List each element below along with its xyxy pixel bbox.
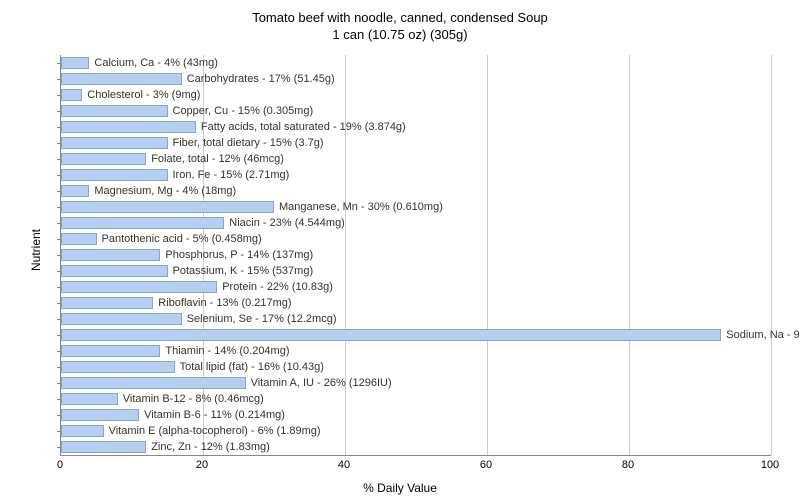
nutrient-bar-label: Carbohydrates - 17% (51.45g) <box>187 73 335 85</box>
nutrient-bar <box>61 393 118 404</box>
nutrient-bar-label: Selenium, Se - 17% (12.2mcg) <box>187 313 337 325</box>
nutrient-bar <box>61 233 97 244</box>
nutrient-bar <box>61 89 82 100</box>
x-tick: 0 <box>57 459 63 471</box>
nutrient-bar-label: Magnesium, Mg - 4% (18mg) <box>94 185 236 197</box>
nutrient-bar-label: Potassium, K - 15% (537mg) <box>173 265 314 277</box>
grid-line <box>487 55 488 455</box>
plot-area: Calcium, Ca - 4% (43mg) Carbohydrates - 1… <box>60 55 771 456</box>
nutrient-bar <box>61 185 89 196</box>
nutrient-bar-label: Protein - 22% (10.83g) <box>222 281 333 293</box>
nutrient-bar-label: Vitamin E (alpha-tocopherol) - 6% (1.89m… <box>109 425 321 437</box>
nutrient-bar-label: Vitamin A, IU - 26% (1296IU) <box>251 377 392 389</box>
x-tick: 100 <box>761 459 779 471</box>
nutrient-bar <box>61 137 168 148</box>
nutrient-bar-label: Manganese, Mn - 30% (0.610mg) <box>279 201 443 213</box>
nutrient-bar <box>61 313 182 324</box>
nutrient-bar-label: Vitamin B-6 - 11% (0.214mg) <box>144 409 285 421</box>
nutrient-bar-label: Fatty acids, total saturated - 19% (3.87… <box>201 121 406 133</box>
x-tick: 60 <box>480 459 492 471</box>
nutrient-bar <box>61 377 246 388</box>
nutrient-bar <box>61 105 168 116</box>
nutrient-bar <box>61 425 104 436</box>
x-tick: 40 <box>338 459 350 471</box>
nutrient-bar-label: Folate, total - 12% (46mcg) <box>151 153 284 165</box>
nutrient-bar-label: Cholesterol - 3% (9mg) <box>87 89 200 101</box>
nutrient-bar <box>61 409 139 420</box>
title-line1: Tomato beef with noodle, canned, condens… <box>252 10 548 25</box>
nutrient-bar <box>61 297 153 308</box>
x-tick: 20 <box>196 459 208 471</box>
nutrient-bar <box>61 249 160 260</box>
nutrient-bar-label: Vitamin B-12 - 8% (0.46mcg) <box>123 393 264 405</box>
x-tick: 80 <box>622 459 634 471</box>
nutrient-bar <box>61 329 721 340</box>
x-axis-label: % Daily Value <box>363 481 437 495</box>
nutrient-bar <box>61 73 182 84</box>
chart-title: Tomato beef with noodle, canned, condens… <box>0 0 800 44</box>
nutrient-bar-label: Fiber, total dietary - 15% (3.7g) <box>173 137 324 149</box>
nutrient-bar <box>61 361 175 372</box>
nutrient-bar <box>61 345 160 356</box>
nutrient-bar-label: Zinc, Zn - 12% (1.83mg) <box>151 441 270 453</box>
nutrient-bar <box>61 153 146 164</box>
nutrient-bar <box>61 57 89 68</box>
grid-line <box>629 55 630 455</box>
nutrient-chart: Tomato beef with noodle, canned, condens… <box>0 0 800 500</box>
nutrient-bar <box>61 121 196 132</box>
grid-line <box>345 55 346 455</box>
nutrient-bar-label: Total lipid (fat) - 16% (10.43g) <box>180 361 324 373</box>
nutrient-bar <box>61 169 168 180</box>
nutrient-bar-label: Calcium, Ca - 4% (43mg) <box>94 57 217 69</box>
nutrient-bar-label: Phosphorus, P - 14% (137mg) <box>165 249 313 261</box>
y-axis-label: Nutrient <box>29 229 43 271</box>
grid-line <box>771 55 772 455</box>
nutrient-bar-label: Sodium, Na - 93% (2230mg) <box>726 329 800 341</box>
nutrient-bar-label: Thiamin - 14% (0.204mg) <box>165 345 289 357</box>
nutrient-bar <box>61 281 217 292</box>
nutrient-bar-label: Iron, Fe - 15% (2.71mg) <box>173 169 290 181</box>
nutrient-bar-label: Niacin - 23% (4.544mg) <box>229 217 345 229</box>
nutrient-bar-label: Copper, Cu - 15% (0.305mg) <box>173 105 314 117</box>
title-line2: 1 can (10.75 oz) (305g) <box>332 27 467 42</box>
nutrient-bar <box>61 441 146 452</box>
nutrient-bar-label: Riboflavin - 13% (0.217mg) <box>158 297 291 309</box>
nutrient-bar <box>61 265 168 276</box>
nutrient-bar-label: Pantothenic acid - 5% (0.458mg) <box>102 233 262 245</box>
nutrient-bar <box>61 201 274 212</box>
nutrient-bar <box>61 217 224 228</box>
